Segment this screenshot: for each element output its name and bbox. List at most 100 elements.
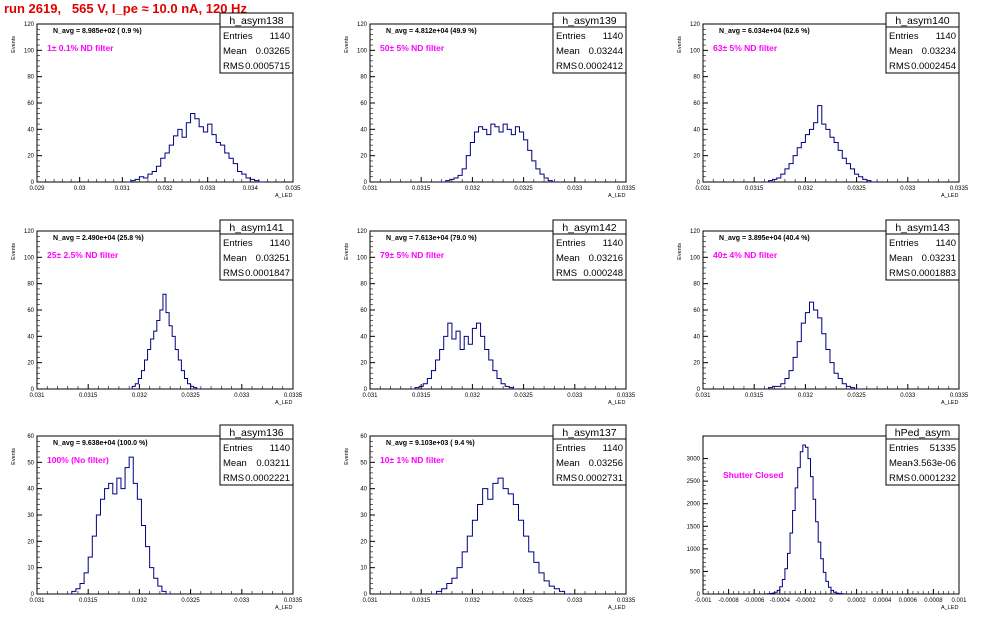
- histogram-series: [129, 293, 200, 390]
- x-tick-label: 0.0315: [79, 598, 98, 604]
- x-tick-label: 0.0315: [79, 393, 98, 399]
- y-tick-label: 100: [24, 48, 35, 54]
- x-tick-label: -0.0002: [795, 598, 816, 604]
- y-tick-label: 40: [693, 334, 700, 340]
- y-tick-label: 0: [364, 180, 368, 186]
- x-tick-label: 0.035: [285, 186, 301, 192]
- y-tick-label: 120: [357, 22, 368, 28]
- y-tick-label: 20: [27, 539, 34, 545]
- filter-label: 40± 4% ND filter: [713, 250, 778, 260]
- stats-key: Entries: [223, 238, 253, 249]
- stats-value: 0.03265: [256, 46, 290, 57]
- filter-label: 79± 5% ND filter: [380, 250, 445, 260]
- x-tick-label: 0.031: [362, 186, 378, 192]
- stats-key: Mean: [889, 46, 913, 57]
- y-tick-label: 1500: [687, 524, 701, 530]
- stats-key: Mean: [889, 458, 913, 469]
- stats-value: 0.0005715: [245, 61, 290, 72]
- stats-key: RMS: [889, 61, 910, 72]
- y-tick-label: 120: [690, 22, 701, 28]
- stats-key: Entries: [556, 443, 586, 454]
- x-tick-label: 0.0335: [950, 186, 969, 192]
- y-tick-label: 0: [31, 592, 35, 598]
- y-tick-label: 0: [364, 387, 368, 393]
- y-tick-label: 40: [693, 127, 700, 133]
- stats-key: Entries: [889, 443, 919, 454]
- y-axis-label: Events: [11, 36, 17, 53]
- y-tick-label: 0: [697, 592, 701, 598]
- x-axis-label: A_LED: [941, 605, 958, 611]
- navg-label: N_avg = 3.895e+04 (40.4 %): [719, 235, 810, 242]
- y-tick-label: 40: [360, 487, 367, 493]
- x-tick-label: 0.0315: [745, 393, 764, 399]
- navg-label: N_avg = 9.638e+04 (100.0 %): [53, 440, 148, 447]
- x-tick-label: 0.031: [695, 393, 711, 399]
- stats-key: Entries: [889, 31, 919, 42]
- y-tick-label: 0: [31, 180, 35, 186]
- x-tick-label: 0.033: [567, 598, 583, 604]
- x-tick-label: 0.0315: [412, 186, 431, 192]
- y-tick-label: 60: [27, 434, 34, 440]
- x-tick-label: 0.032: [132, 598, 148, 604]
- x-tick-label: 0.0325: [847, 186, 866, 192]
- y-tick-label: 60: [693, 101, 700, 107]
- stats-value: 0.03231: [922, 253, 956, 264]
- stats-key: Mean: [223, 458, 247, 469]
- y-tick-label: 10: [360, 566, 367, 572]
- x-tick-label: 0.0315: [412, 598, 431, 604]
- stats-key: Mean: [223, 253, 247, 264]
- y-tick-label: 40: [27, 487, 34, 493]
- y-axis-label: Events: [677, 243, 683, 260]
- filter-label: 100% (No filter): [47, 455, 109, 465]
- histogram-series: [764, 105, 876, 183]
- y-tick-label: 40: [27, 334, 34, 340]
- y-tick-label: 40: [27, 127, 34, 133]
- x-axis-label: A_LED: [608, 605, 625, 611]
- filter-label: 50± 5% ND filter: [380, 43, 445, 53]
- stats-key: Mean: [556, 458, 580, 469]
- stats-value: 0.03244: [589, 46, 623, 57]
- x-tick-label: 0.0335: [950, 393, 969, 399]
- histogram-series: [410, 322, 518, 390]
- y-tick-label: 30: [27, 513, 34, 519]
- stats-box: [885, 12, 960, 74]
- stats-value: 1140: [603, 238, 623, 249]
- x-tick-label: -0.0008: [718, 598, 739, 604]
- y-axis-label: Events: [677, 36, 683, 53]
- histogram-series: [441, 123, 557, 183]
- x-tick-label: 0.0002: [847, 598, 866, 604]
- stats-key: Mean: [889, 253, 913, 264]
- x-tick-label: 0.031: [29, 598, 45, 604]
- stats-box: [219, 219, 294, 281]
- filter-label: 10± 1% ND filter: [380, 455, 445, 465]
- x-tick-label: 0.0335: [284, 393, 303, 399]
- stats-box: [552, 12, 627, 74]
- x-tick-label: 0.031: [695, 186, 711, 192]
- histogram-series: [67, 456, 171, 595]
- stats-key: Entries: [223, 443, 253, 454]
- y-tick-label: 50: [360, 460, 367, 466]
- filter-label: Shutter Closed: [723, 470, 783, 480]
- stats-key: RMS: [889, 268, 910, 279]
- stats-value: 0.03256: [589, 458, 623, 469]
- stats-value: 1140: [603, 31, 623, 42]
- y-tick-label: 10: [27, 566, 34, 572]
- x-axis-label: A_LED: [608, 400, 625, 406]
- stats-key: RMS: [223, 268, 244, 279]
- y-tick-label: 500: [690, 569, 701, 575]
- y-axis-label: Events: [344, 243, 350, 260]
- y-tick-label: 40: [360, 127, 367, 133]
- stats-value: 1140: [936, 31, 956, 42]
- x-tick-label: 0.001: [951, 598, 967, 604]
- stats-key: RMS: [556, 473, 577, 484]
- x-axis-label: A_LED: [941, 400, 958, 406]
- x-axis-label: A_LED: [275, 193, 292, 199]
- x-tick-label: 0.031: [362, 393, 378, 399]
- y-tick-label: 3000: [687, 457, 701, 463]
- x-tick-label: 0.031: [115, 186, 131, 192]
- x-tick-label: 0.0335: [284, 598, 303, 604]
- stats-value: 0.0002412: [578, 61, 623, 72]
- x-axis-label: A_LED: [608, 193, 625, 199]
- stats-key: RMS: [889, 473, 910, 484]
